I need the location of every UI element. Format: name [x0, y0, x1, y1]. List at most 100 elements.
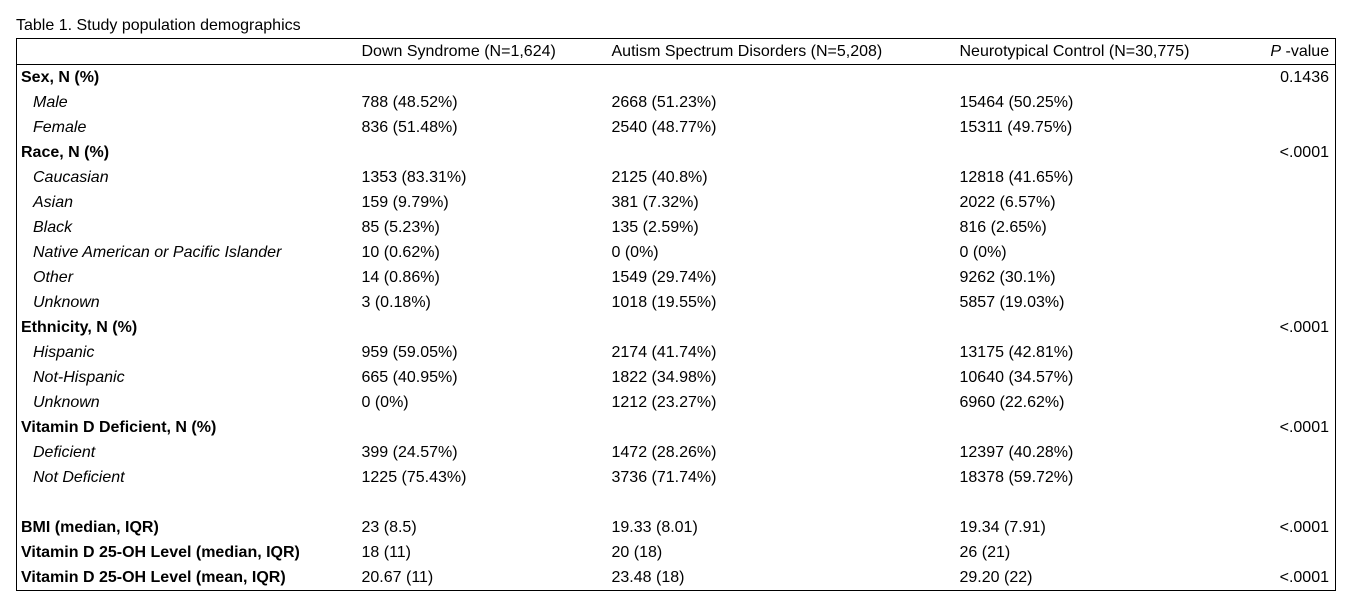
cell-p-value [1261, 215, 1336, 240]
row-label: Hispanic [33, 343, 95, 361]
cell-down-syndrome [358, 490, 608, 515]
cell-p-value: <.0001 [1279, 568, 1329, 586]
cell-neurotypical: 29.20 (22) [959, 568, 1033, 586]
cell-autism [608, 315, 956, 340]
cell-p-value [1261, 340, 1336, 365]
cell-neurotypical: 6960 (22.62%) [959, 393, 1065, 411]
cell-down-syndrome [358, 415, 608, 440]
cell-neurotypical: 2022 (6.57%) [959, 193, 1056, 211]
cell-p-value [1261, 240, 1336, 265]
cell-p-value: <.0001 [1279, 418, 1329, 436]
cell-down-syndrome: 159 (9.79%) [361, 193, 449, 211]
cell-neurotypical [956, 65, 1261, 91]
row-label: BMI (median, IQR) [21, 518, 159, 536]
table-row: Vitamin D 25-OH Level (mean, IQR) 20.67 (… [17, 565, 1336, 591]
cell-autism: 381 (7.32%) [611, 193, 699, 211]
row-label: Unknown [33, 293, 100, 311]
row-label: Sex, N (%) [21, 68, 100, 86]
table-row: Other 14 (0.86%) 1549 (29.74%) 9262 (30.1%) [17, 265, 1336, 290]
cell-neurotypical [956, 140, 1261, 165]
header-p-value: P -value [1261, 39, 1336, 65]
table-row: Unknown 0 (0%) 1212 (23.27%) 6960 (22.62%) [17, 390, 1336, 415]
header-down-syndrome: Down Syndrome (N=1,624) [361, 42, 556, 60]
cell-down-syndrome [358, 65, 608, 91]
row-label: Not-Hispanic [33, 368, 125, 386]
cell-p-value [1261, 165, 1336, 190]
cell-neurotypical [956, 415, 1261, 440]
header-label [17, 39, 358, 65]
cell-autism: 23.48 (18) [611, 568, 685, 586]
row-label: Vitamin D 25-OH Level (mean, IQR) [21, 568, 286, 586]
table-row: Deficient 399 (24.57%) 1472 (28.26%) 12397 … [17, 440, 1336, 465]
table-row: Vitamin D 25-OH Level (median, IQR) 18 (1… [17, 540, 1336, 565]
cell-autism: 0 (0%) [611, 243, 659, 261]
cell-down-syndrome: 399 (24.57%) [361, 443, 458, 461]
cell-down-syndrome: 1225 (75.43%) [361, 468, 467, 486]
cell-p-value: <.0001 [1279, 518, 1329, 536]
cell-down-syndrome: 1353 (83.31%) [361, 168, 467, 186]
row-label: Female [33, 118, 87, 136]
cell-p-value [1261, 290, 1336, 315]
cell-down-syndrome: 0 (0%) [361, 393, 409, 411]
cell-autism [608, 415, 956, 440]
table-row: Caucasian 1353 (83.31%) 2125 (40.8%) 12818 … [17, 165, 1336, 190]
cell-neurotypical: 13175 (42.81%) [959, 343, 1074, 361]
row-label: Deficient [33, 443, 96, 461]
table-caption: Table 1. Study population demographics [16, 17, 301, 34]
cell-neurotypical: 19.34 (7.91) [959, 518, 1046, 536]
cell-autism: 2540 (48.77%) [611, 118, 717, 136]
table-row: Ethnicity, N (%) <.0001 [17, 315, 1336, 340]
cell-p-value [1261, 490, 1336, 515]
cell-neurotypical: 9262 (30.1%) [959, 268, 1056, 286]
cell-neurotypical: 0 (0%) [959, 243, 1007, 261]
cell-neurotypical [956, 490, 1261, 515]
row-label: Unknown [33, 393, 100, 411]
row-label: Native American or Pacific Islander [33, 243, 282, 261]
header-row: Down Syndrome (N=1,624) Autism Spectrum … [16, 39, 1336, 65]
cell-neurotypical: 816 (2.65%) [959, 218, 1047, 236]
row-label: Caucasian [33, 168, 109, 186]
cell-down-syndrome: 85 (5.23%) [361, 218, 440, 236]
cell-p-value [1261, 90, 1336, 115]
cell-neurotypical [956, 315, 1261, 340]
cell-autism [608, 140, 956, 165]
cell-neurotypical: 5857 (19.03%) [959, 293, 1065, 311]
row-label: Race, N (%) [21, 143, 110, 161]
row-label: Asian [33, 193, 74, 211]
cell-autism: 1212 (23.27%) [611, 393, 717, 411]
cell-down-syndrome: 18 (11) [361, 543, 412, 561]
cell-autism: 3736 (71.74%) [611, 468, 717, 486]
cell-down-syndrome: 665 (40.95%) [361, 368, 458, 386]
table-row: Race, N (%) <.0001 [17, 140, 1336, 165]
cell-neurotypical: 10640 (34.57%) [959, 368, 1074, 386]
cell-down-syndrome [358, 315, 608, 340]
cell-autism: 2174 (41.74%) [611, 343, 717, 361]
cell-neurotypical: 15311 (49.75%) [959, 118, 1073, 136]
spacer-row [17, 490, 1336, 515]
header-p-suffix: -value [1281, 42, 1330, 60]
cell-p-value: <.0001 [1279, 143, 1329, 161]
cell-autism: 20 (18) [611, 543, 663, 561]
cell-down-syndrome: 23 (8.5) [361, 518, 417, 536]
row-label: Ethnicity, N (%) [21, 318, 138, 336]
row-label [17, 490, 358, 515]
table-row: Not-Hispanic 665 (40.95%) 1822 (34.98%) 106… [17, 365, 1336, 390]
cell-down-syndrome: 10 (0.62%) [361, 243, 440, 261]
cell-p-value [1261, 390, 1336, 415]
cell-autism [608, 65, 956, 91]
cell-autism: 1018 (19.55%) [611, 293, 717, 311]
cell-down-syndrome [358, 140, 608, 165]
row-label: Vitamin D 25-OH Level (median, IQR) [21, 543, 300, 561]
cell-down-syndrome: 959 (59.05%) [361, 343, 458, 361]
cell-autism: 1549 (29.74%) [611, 268, 717, 286]
cell-p-value [1261, 115, 1336, 140]
cell-p-value [1261, 540, 1336, 565]
cell-p-value: 0.1436 [1280, 68, 1329, 86]
cell-autism: 2668 (51.23%) [611, 93, 717, 111]
row-label: Male [33, 93, 68, 111]
cell-down-syndrome: 3 (0.18%) [361, 293, 431, 311]
cell-p-value [1261, 265, 1336, 290]
table-row: Unknown 3 (0.18%) 1018 (19.55%) 5857 (19.03… [17, 290, 1336, 315]
cell-p-value [1261, 190, 1336, 215]
cell-p-value [1261, 440, 1336, 465]
